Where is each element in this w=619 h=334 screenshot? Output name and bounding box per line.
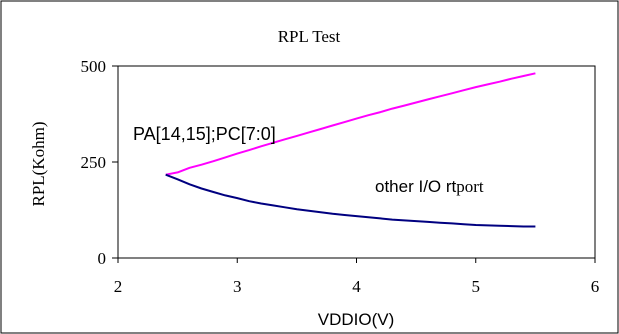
annotation-2-suffix: port [456,177,484,196]
x-tick-label: 6 [591,277,600,296]
annotation-1-text: PA[14,15];PC[7:0] [133,124,276,144]
x-tick-label: 5 [472,277,481,296]
x-tick-label: 4 [352,277,361,296]
x-tick-label: 3 [233,277,242,296]
x-axis-label: VDDIO(V) [318,310,395,329]
y-tick-label: 500 [81,57,107,76]
series-line-1 [165,72,536,176]
x-tick-label: 2 [114,277,123,296]
series-annotation-2: other I/O rtport [375,177,484,196]
annotation-2-text: other I/O rt [375,177,457,196]
y-axis-label: RPL(Kohm) [29,122,48,207]
y-tick-label: 0 [98,249,107,268]
series-annotation-1: PA[14,15];PC[7:0] [133,124,276,144]
chart-title: RPL Test [278,27,341,46]
series-line-2 [165,173,536,228]
y-tick-label: 250 [81,153,107,172]
